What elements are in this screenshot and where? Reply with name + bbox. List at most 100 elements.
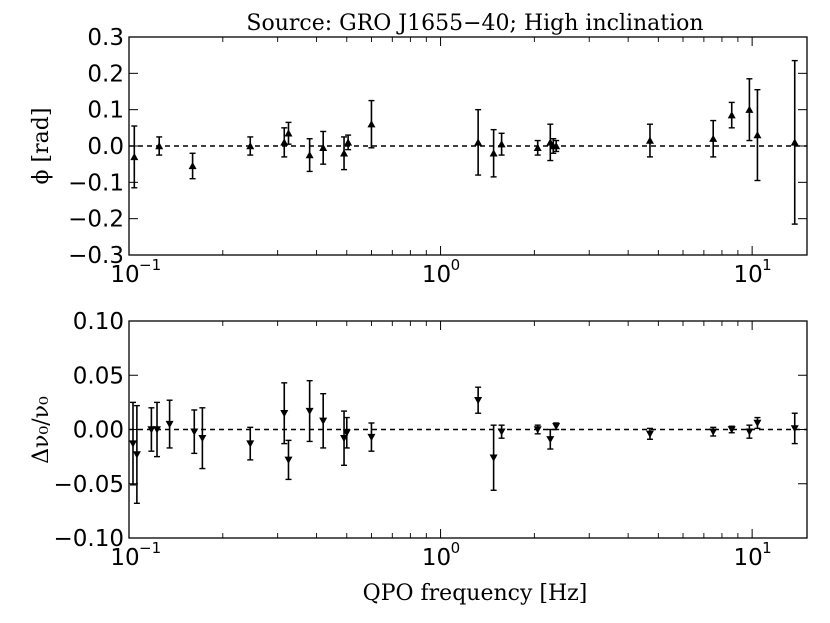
top-y-tick-label: −0.2 bbox=[68, 207, 124, 233]
bottom-data-point bbox=[552, 422, 561, 431]
marker bbox=[745, 105, 754, 113]
top-x-tick-label: 10 bbox=[110, 262, 139, 288]
bottom-data-point bbox=[474, 386, 483, 414]
marker bbox=[727, 426, 736, 434]
bottom-data-point bbox=[284, 439, 293, 481]
marker bbox=[745, 428, 754, 436]
top-data-point bbox=[344, 134, 353, 151]
marker bbox=[198, 434, 207, 443]
top-x-tick-exponent: −1 bbox=[139, 256, 161, 274]
bottom-data-point bbox=[190, 409, 199, 455]
top-data-point bbox=[790, 59, 799, 225]
bottom-data-point bbox=[753, 416, 762, 430]
top-data-point bbox=[155, 136, 164, 156]
marker bbox=[147, 426, 156, 434]
top-panel: −0.3−0.2−0.10.00.10.20.310 −1 10 0 10 1 bbox=[68, 25, 808, 288]
bottom-data-point bbox=[497, 424, 506, 439]
top-data-point bbox=[130, 125, 139, 189]
marker bbox=[188, 161, 197, 170]
top-y-tick-label: 0.1 bbox=[87, 98, 124, 124]
bottom-data-point bbox=[147, 407, 156, 452]
bottom-data-point bbox=[246, 426, 255, 461]
marker bbox=[153, 426, 162, 434]
bottom-data-point bbox=[709, 426, 718, 437]
bottom-data-point bbox=[546, 428, 555, 450]
bottom-y-tick-label: −0.05 bbox=[54, 472, 124, 498]
chart-title: Source: GRO J1655−40; High inclination bbox=[246, 11, 703, 36]
top-y-tick-label: 0.2 bbox=[87, 61, 124, 87]
top-data-point bbox=[319, 130, 328, 165]
marker bbox=[367, 433, 376, 442]
bottom-y-tick-label: 0.05 bbox=[73, 363, 124, 389]
bottom-x-tick-exponent: 1 bbox=[762, 539, 772, 557]
marker bbox=[246, 142, 255, 150]
bottom-data-point bbox=[305, 379, 314, 443]
top-x-tick-label: 10 bbox=[422, 262, 451, 288]
top-y-tick-label: −0.3 bbox=[68, 243, 124, 269]
marker bbox=[552, 142, 561, 150]
marker bbox=[790, 138, 799, 146]
bottom-data-point bbox=[489, 424, 498, 491]
marker bbox=[709, 134, 718, 142]
marker bbox=[552, 423, 561, 431]
top-x-tick-label: 10 bbox=[733, 262, 762, 288]
top-data-point bbox=[474, 108, 483, 176]
marker bbox=[155, 142, 164, 150]
bottom-data-point bbox=[128, 401, 137, 486]
bottom-data-point bbox=[342, 416, 351, 449]
top-data-point bbox=[489, 128, 498, 178]
top-data-point bbox=[709, 119, 718, 158]
marker bbox=[340, 149, 349, 157]
marker bbox=[342, 429, 351, 437]
marker bbox=[165, 420, 174, 429]
marker bbox=[132, 451, 141, 459]
marker bbox=[790, 425, 799, 433]
marker bbox=[344, 138, 353, 146]
bottom-x-tick-label: 10 bbox=[422, 545, 451, 571]
top-x-tick-exponent: 0 bbox=[451, 256, 461, 274]
bottom-data-point bbox=[645, 427, 654, 440]
top-data-point bbox=[552, 139, 561, 153]
bottom-x-tick-label: 10 bbox=[733, 545, 762, 571]
top-data-point bbox=[305, 138, 314, 173]
bottom-data-point bbox=[745, 424, 754, 439]
marker bbox=[645, 430, 654, 438]
top-data-point bbox=[645, 123, 654, 158]
marker bbox=[497, 428, 506, 436]
top-data-point bbox=[340, 136, 349, 171]
bottom-data-point bbox=[165, 399, 174, 449]
top-data-point bbox=[367, 99, 376, 149]
top-x-tick-exponent: 1 bbox=[762, 256, 772, 274]
bottom-data-point bbox=[132, 404, 141, 504]
top-data-point bbox=[727, 101, 736, 129]
marker bbox=[533, 143, 542, 152]
marker bbox=[474, 397, 483, 405]
bottom-data-point bbox=[727, 425, 736, 434]
marker bbox=[284, 129, 293, 137]
marker bbox=[284, 456, 293, 464]
marker bbox=[246, 440, 255, 448]
bottom-y-tick-label: 0.00 bbox=[73, 418, 124, 444]
marker bbox=[546, 436, 555, 444]
bottom-data-point bbox=[319, 392, 328, 449]
bottom-y-tick-label: 0.10 bbox=[73, 309, 124, 335]
top-y-tick-label: 0.3 bbox=[87, 25, 124, 51]
marker bbox=[727, 111, 736, 119]
top-data-point bbox=[753, 88, 762, 182]
marker bbox=[489, 454, 498, 462]
bottom-data-point bbox=[153, 401, 162, 458]
marker bbox=[533, 426, 542, 434]
marker bbox=[305, 407, 314, 416]
bottom-data-point bbox=[198, 407, 207, 470]
marker bbox=[319, 417, 328, 425]
marker bbox=[305, 151, 314, 159]
bottom-data-point bbox=[533, 424, 542, 435]
marker bbox=[130, 152, 139, 161]
bottom-y-axis-label: Δν₀/ν₀ bbox=[29, 396, 54, 464]
bottom-data-point bbox=[790, 412, 799, 445]
bottom-x-tick-exponent: 0 bbox=[451, 539, 461, 557]
top-data-point bbox=[284, 121, 293, 145]
bottom-y-tick-label: −0.10 bbox=[54, 526, 124, 552]
